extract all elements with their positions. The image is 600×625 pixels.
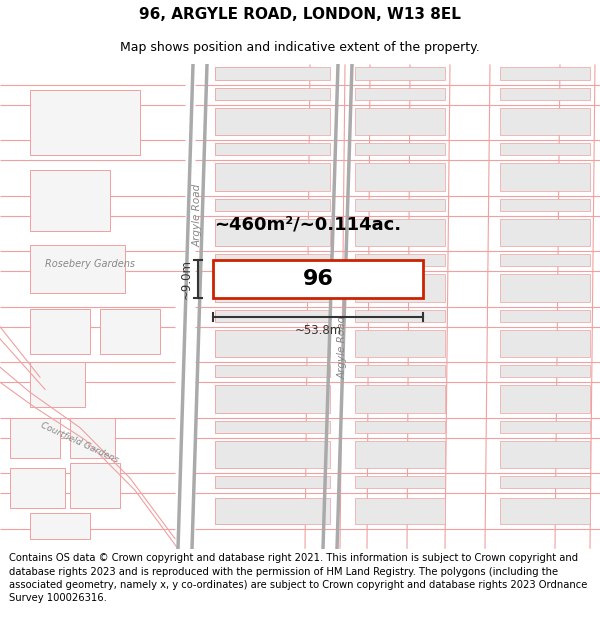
Bar xyxy=(355,274,445,301)
Bar xyxy=(500,163,590,191)
Bar xyxy=(500,365,590,378)
Bar xyxy=(30,513,90,539)
Text: ~460m²/~0.114ac.: ~460m²/~0.114ac. xyxy=(214,216,401,234)
Bar xyxy=(500,421,590,432)
Bar xyxy=(215,68,330,79)
Bar xyxy=(215,199,305,211)
Bar xyxy=(215,219,305,246)
Bar xyxy=(100,309,160,354)
Bar xyxy=(215,219,330,246)
Bar xyxy=(215,330,305,357)
Bar xyxy=(70,463,120,508)
Bar xyxy=(500,274,590,301)
Bar xyxy=(215,143,330,155)
Bar xyxy=(215,476,330,488)
Bar xyxy=(215,421,305,432)
Bar xyxy=(500,254,590,266)
Bar xyxy=(215,107,330,135)
Bar xyxy=(355,309,445,322)
Bar xyxy=(215,385,305,412)
Bar xyxy=(500,476,590,488)
Text: Argyle Road: Argyle Road xyxy=(338,315,348,379)
Bar xyxy=(30,89,140,155)
Bar xyxy=(215,421,330,432)
Bar xyxy=(215,385,330,412)
Text: Rosebery Gardens: Rosebery Gardens xyxy=(45,259,135,269)
Bar xyxy=(215,88,330,100)
Bar xyxy=(215,441,330,468)
Bar xyxy=(500,385,590,412)
Bar xyxy=(215,199,330,211)
Bar xyxy=(215,274,305,301)
Bar xyxy=(215,254,305,266)
Bar xyxy=(215,365,330,378)
Bar xyxy=(70,418,115,458)
Bar xyxy=(500,330,590,357)
Bar xyxy=(215,365,305,378)
Text: Contains OS data © Crown copyright and database right 2021. This information is : Contains OS data © Crown copyright and d… xyxy=(9,553,587,603)
Bar xyxy=(30,362,85,408)
Text: Courtfield Gardens: Courtfield Gardens xyxy=(40,421,121,465)
Bar xyxy=(355,421,445,432)
Bar xyxy=(500,309,590,322)
Bar xyxy=(500,219,590,246)
Bar xyxy=(355,163,445,191)
Bar xyxy=(215,68,305,79)
Bar xyxy=(215,441,305,468)
Bar xyxy=(215,88,305,100)
Bar xyxy=(500,88,590,100)
Text: Argyle Road: Argyle Road xyxy=(193,184,203,248)
Bar xyxy=(355,143,445,155)
Bar xyxy=(215,163,305,191)
Text: ~9.0m: ~9.0m xyxy=(179,259,193,299)
Bar xyxy=(215,163,330,191)
Bar xyxy=(30,309,90,354)
Bar xyxy=(213,260,423,299)
Bar xyxy=(355,254,445,266)
Bar xyxy=(10,418,60,458)
Text: Map shows position and indicative extent of the property.: Map shows position and indicative extent… xyxy=(120,41,480,54)
Bar xyxy=(355,68,445,79)
Bar xyxy=(215,498,330,524)
Bar xyxy=(215,274,330,301)
Bar xyxy=(355,330,445,357)
Bar xyxy=(30,171,110,231)
Bar xyxy=(500,107,590,135)
Text: 96, ARGYLE ROAD, LONDON, W13 8EL: 96, ARGYLE ROAD, LONDON, W13 8EL xyxy=(139,7,461,22)
Text: ~53.8m: ~53.8m xyxy=(295,324,341,338)
Bar xyxy=(500,143,590,155)
Bar xyxy=(215,330,330,357)
Bar xyxy=(355,441,445,468)
Bar xyxy=(355,88,445,100)
Bar xyxy=(355,107,445,135)
Bar xyxy=(355,365,445,378)
Bar xyxy=(10,468,65,508)
Text: 96: 96 xyxy=(302,269,334,289)
Bar xyxy=(215,498,305,524)
Bar xyxy=(355,385,445,412)
Bar xyxy=(355,219,445,246)
Bar xyxy=(500,441,590,468)
Bar xyxy=(215,254,330,266)
Bar xyxy=(355,476,445,488)
Bar xyxy=(355,199,445,211)
Bar xyxy=(500,199,590,211)
Bar xyxy=(215,143,305,155)
Bar xyxy=(355,498,445,524)
Bar xyxy=(500,498,590,524)
Bar xyxy=(215,476,305,488)
Bar xyxy=(215,309,305,322)
Bar xyxy=(215,309,330,322)
Bar xyxy=(500,68,590,79)
Bar xyxy=(215,107,305,135)
Bar xyxy=(30,245,125,294)
